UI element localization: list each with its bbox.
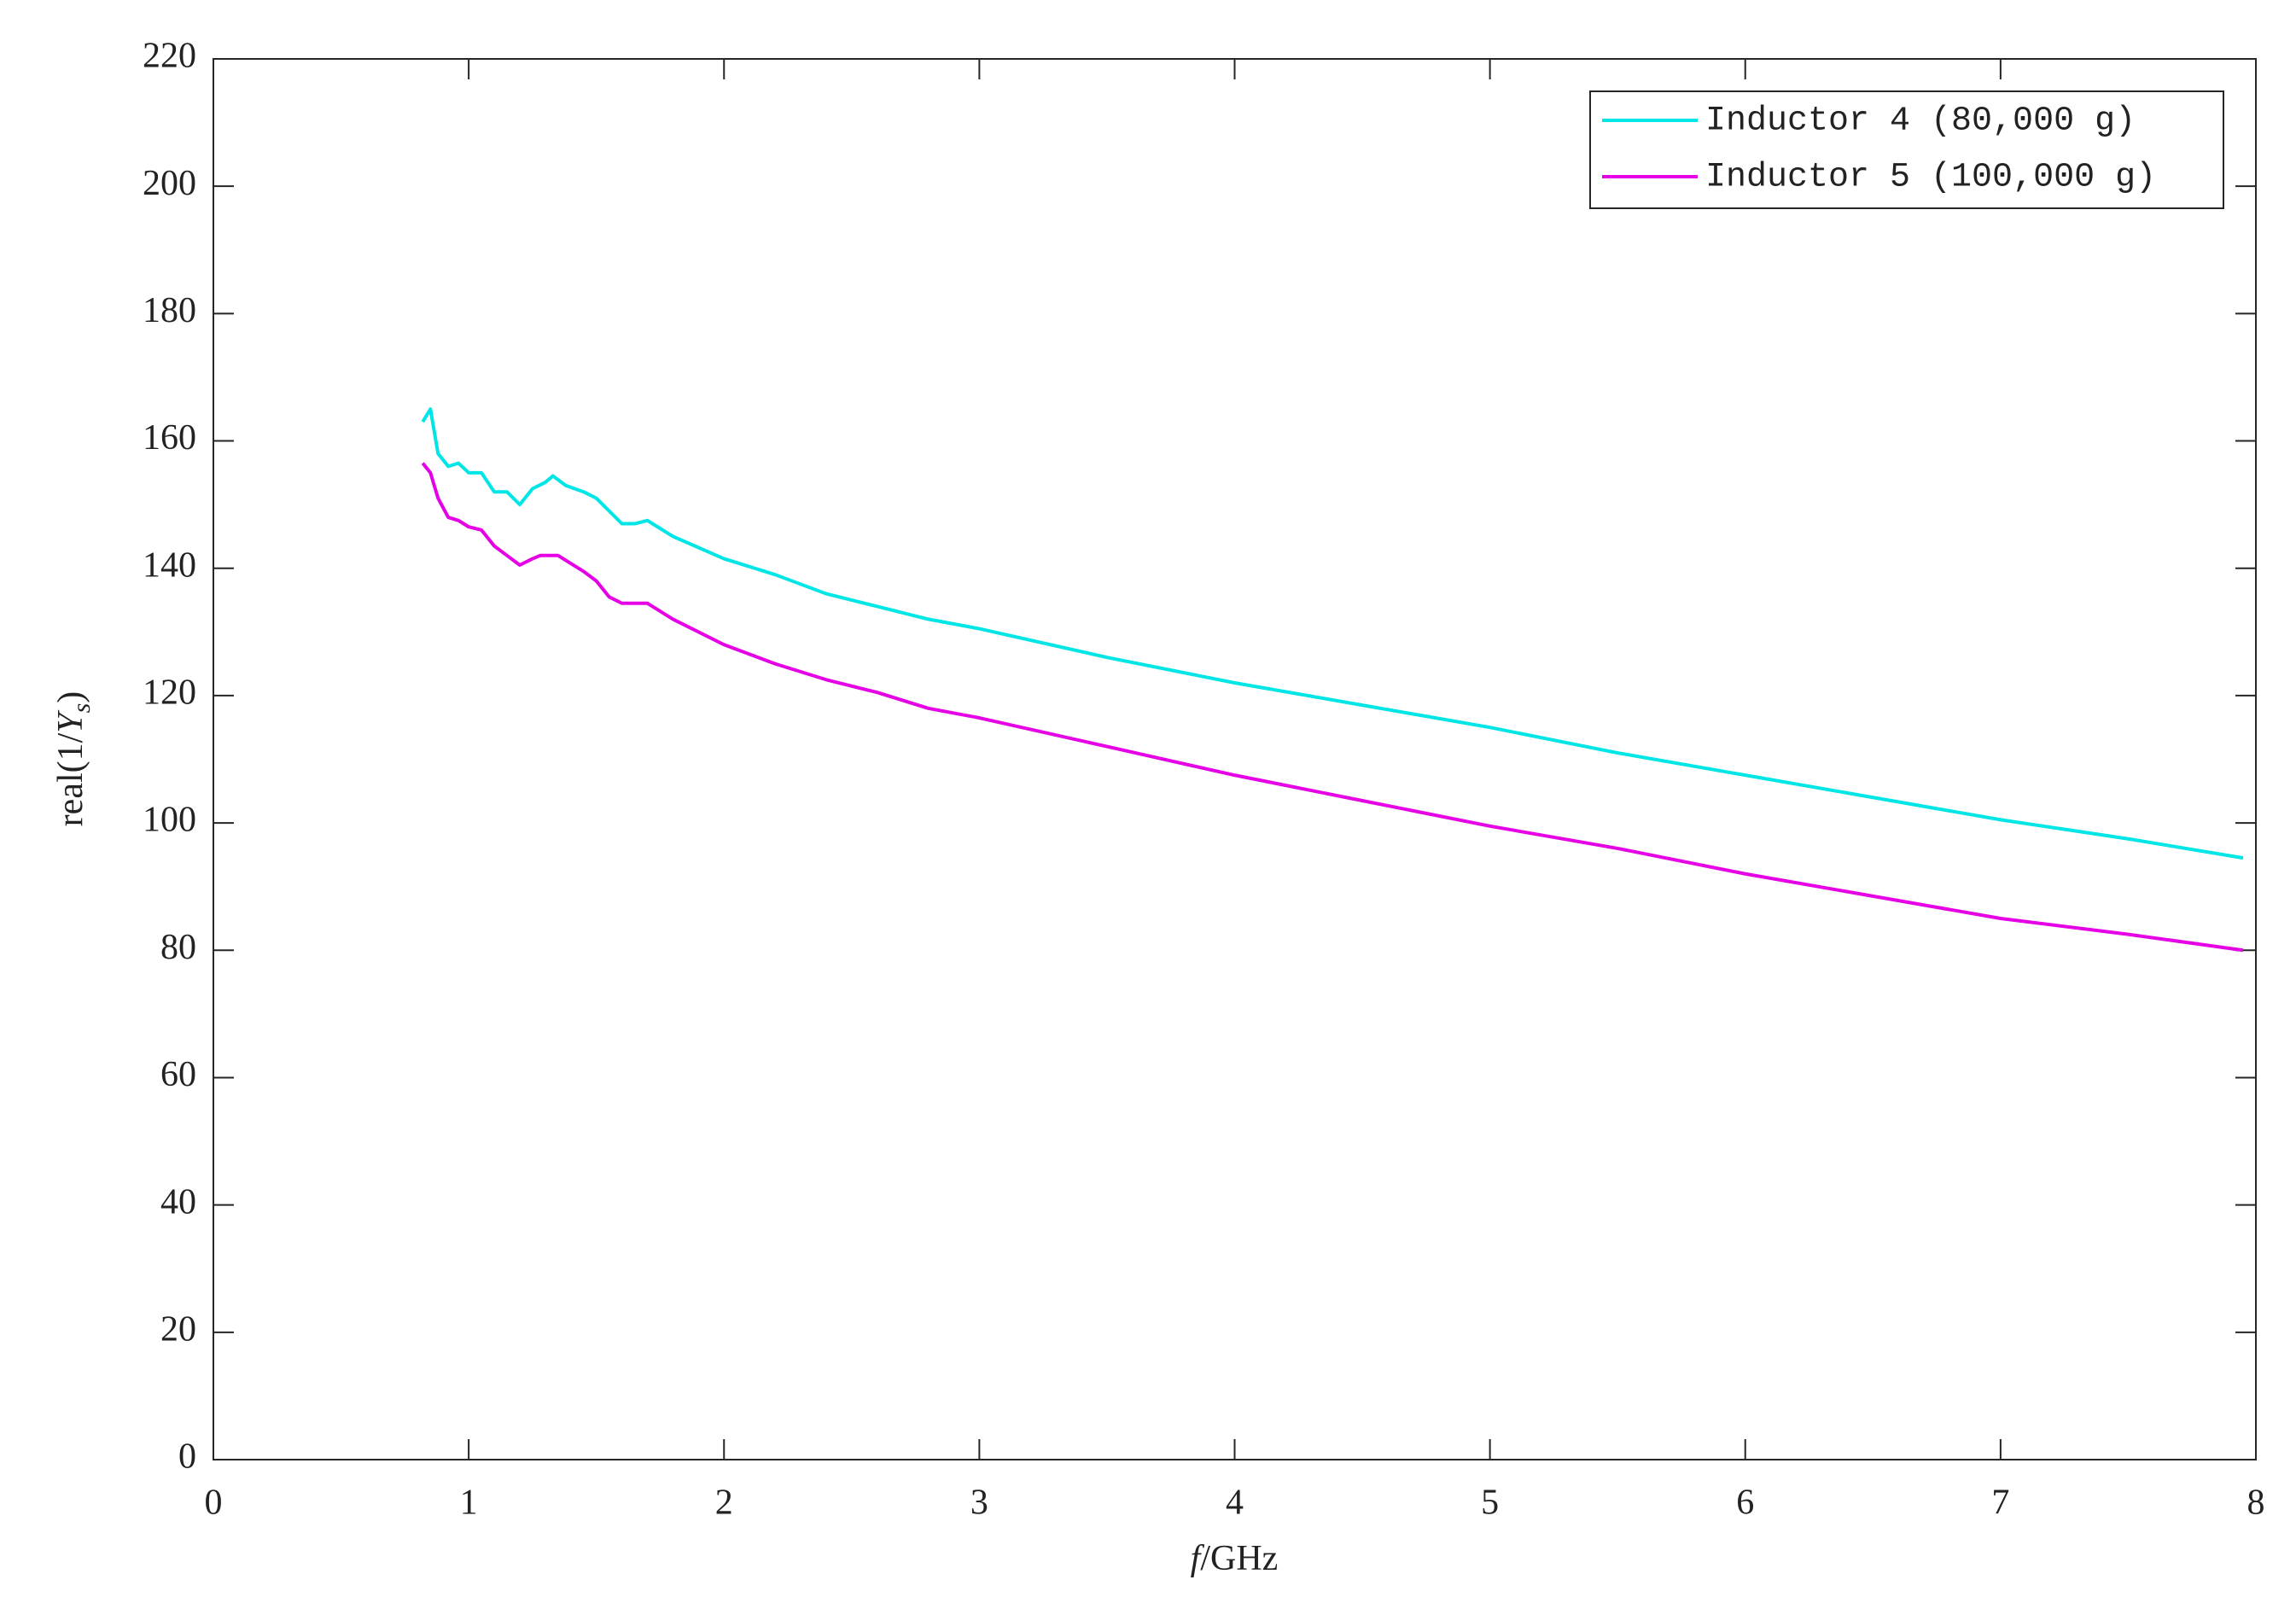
y-label-part: ) <box>51 691 90 703</box>
y-tick-label: 220 <box>143 37 196 76</box>
x-tick-label: 0 <box>205 1484 223 1523</box>
x-tick-label: 8 <box>2247 1484 2265 1523</box>
x-tick-label: 3 <box>970 1484 988 1523</box>
plot-frame <box>213 58 2257 1460</box>
series-line <box>421 407 2244 860</box>
series-line <box>421 462 2244 953</box>
y-tick-label: 80 <box>160 928 196 967</box>
x-tick-label: 2 <box>715 1484 733 1523</box>
legend-label: Inductor 5 (100,000 g) <box>1705 159 2156 197</box>
y-label-part: s <box>67 703 96 714</box>
x-axis-label: f/GHz <box>1191 1539 1279 1578</box>
x-tick-label: 7 <box>1991 1484 2009 1523</box>
y-tick-label: 100 <box>143 801 196 840</box>
y-tick-label: 180 <box>143 291 196 330</box>
y-tick-label: 0 <box>178 1437 196 1477</box>
x-tick-label: 6 <box>1736 1484 1754 1523</box>
y-label-part: Y <box>51 709 90 733</box>
y-tick-label: 160 <box>143 418 196 458</box>
y-tick-label: 200 <box>143 164 196 203</box>
y-tick-label: 120 <box>143 673 196 713</box>
x-label-part: /GHz <box>1200 1539 1278 1578</box>
y-tick-label: 20 <box>160 1309 196 1349</box>
y-axis-label: real(1/Ys) <box>51 691 96 827</box>
y-tick-label: 60 <box>160 1055 196 1094</box>
y-label-part: real(1/ <box>51 732 90 826</box>
x-tick-label: 1 <box>460 1484 478 1523</box>
y-tick-label: 140 <box>143 545 196 585</box>
x-tick-label: 5 <box>1481 1484 1499 1523</box>
legend-label: Inductor 4 (80,000 g) <box>1705 102 2136 141</box>
legend-box <box>1589 90 2224 209</box>
x-tick-label: 4 <box>1226 1484 1244 1523</box>
y-tick-label: 40 <box>160 1182 196 1221</box>
